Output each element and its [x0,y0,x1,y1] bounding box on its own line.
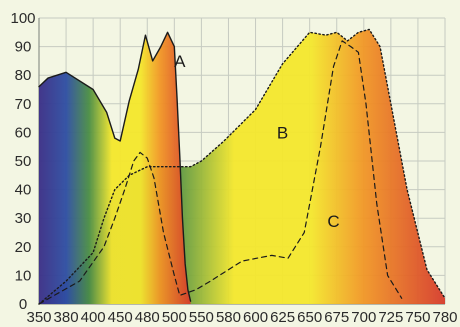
x-tick-label-380: 380 [54,309,79,326]
annotation-a: A [174,52,186,71]
y-tick-label-20: 20 [15,239,32,256]
y-tick-label-70: 70 [15,96,32,113]
y-tick-label-60: 60 [15,124,32,141]
x-tick-label-480: 480 [135,309,160,326]
y-tick-label-40: 40 [15,182,32,199]
x-tick-label-750: 750 [405,309,430,326]
y-tick-label-80: 80 [15,67,32,84]
x-tick-label-580: 580 [216,309,241,326]
y-tick-label-30: 30 [15,210,32,227]
y-tick-label-50: 50 [15,153,32,170]
x-tick-label-400: 400 [81,309,106,326]
x-tick-label-725: 725 [378,309,403,326]
annotation-b: B [277,123,288,142]
x-tick-label-550: 550 [189,309,214,326]
x-tick-label-625: 625 [270,309,295,326]
x-tick-label-650: 650 [297,309,322,326]
x-tick-label-450: 450 [108,309,133,326]
annotation-c: C [327,212,339,231]
x-tick-label-700: 700 [351,309,376,326]
x-tick-label-350: 350 [26,309,51,326]
x-tick-label-780: 780 [432,309,457,326]
x-tick-label-675: 675 [324,309,349,326]
y-tick-label-100: 100 [10,10,35,27]
y-tick-label-10: 10 [15,267,32,284]
x-tick-label-600: 600 [243,309,268,326]
y-tick-label-0: 0 [19,296,27,313]
y-tick-label-90: 90 [15,39,32,56]
x-tick-label-500: 500 [162,309,187,326]
